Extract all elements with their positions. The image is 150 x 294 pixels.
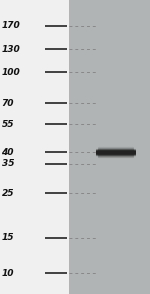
Text: 10: 10 bbox=[2, 268, 14, 278]
Bar bbox=[69, 0, 150, 294]
Text: 100: 100 bbox=[2, 68, 20, 77]
Text: 25: 25 bbox=[2, 189, 14, 198]
Text: 170: 170 bbox=[2, 21, 20, 30]
Text: 55: 55 bbox=[2, 120, 14, 129]
Text: 40: 40 bbox=[2, 148, 14, 157]
Text: 15: 15 bbox=[2, 233, 14, 242]
Text: 130: 130 bbox=[2, 45, 20, 54]
Text: 70: 70 bbox=[2, 99, 14, 108]
Text: 35: 35 bbox=[2, 159, 14, 168]
